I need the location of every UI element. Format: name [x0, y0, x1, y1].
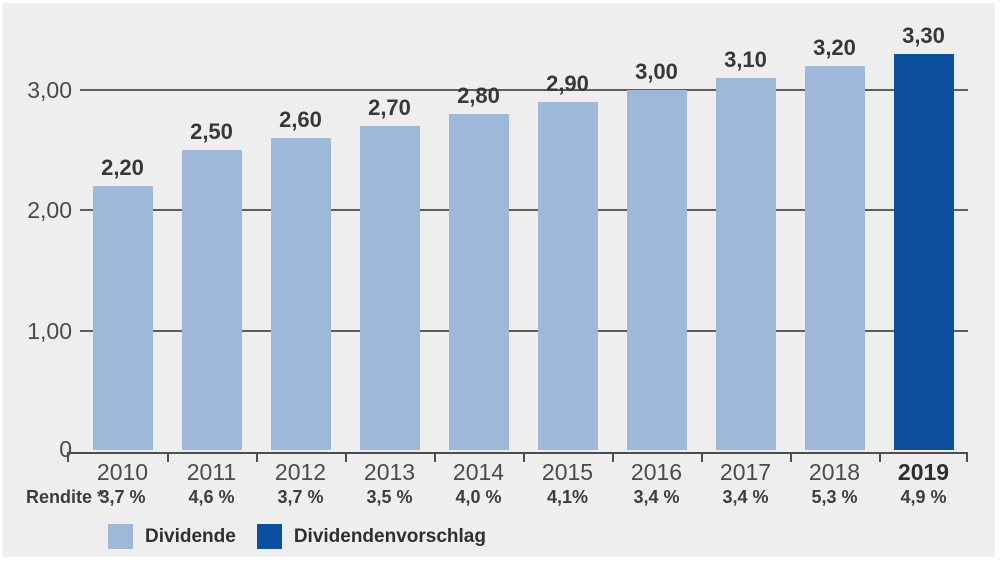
rendite-value-2016: 3,4 % — [633, 487, 680, 507]
x-axis-tick — [434, 452, 436, 462]
x-axis-label-2011: 2011 — [186, 459, 237, 485]
bar-2015 — [537, 101, 598, 450]
bar-value-label: 3,30 — [902, 22, 945, 48]
y-axis-tick-label: 3,00 — [27, 76, 72, 103]
bar-value-label: 2,70 — [368, 94, 411, 120]
x-axis-label-2016: 2016 — [630, 459, 683, 485]
x-axis-tick — [879, 452, 881, 462]
x-axis-label-2018: 2018 — [808, 459, 861, 485]
x-axis-tick — [167, 452, 169, 462]
x-axis-tick — [701, 452, 703, 462]
x-axis-label-2010: 2010 — [96, 459, 149, 485]
bar-2010 — [92, 186, 153, 450]
gridline-1,00 — [80, 329, 968, 332]
bar-value-label: 2,80 — [457, 82, 500, 108]
dividendenvorschlag-color-swatch — [256, 524, 282, 549]
rendite-value-2014: 4,0 % — [455, 487, 502, 507]
legend-item-dividende: Dividende — [108, 524, 236, 549]
rendite-value-2019: 4,9 % — [900, 487, 947, 507]
bar-2019 — [893, 53, 954, 450]
bar-2016 — [626, 89, 687, 450]
y-axis-tick-label: 2,00 — [27, 197, 72, 224]
y-axis-tick-label: 1,00 — [27, 317, 72, 344]
bar-2012 — [270, 137, 331, 450]
bar-2013 — [359, 125, 420, 450]
x-axis-label-2017: 2017 — [719, 459, 772, 485]
gridline-2,00 — [80, 209, 968, 212]
x-axis-tick — [256, 452, 258, 462]
x-axis-tick — [612, 452, 614, 462]
x-axis-tick — [67, 452, 69, 462]
rendite-value-2017: 3,4 % — [722, 487, 769, 507]
legend-label-dividende: Dividende — [145, 526, 236, 547]
rendite-value-2010: 3,7 % — [99, 487, 146, 507]
x-axis-label-2012: 2012 — [274, 459, 327, 485]
x-axis-tick — [345, 452, 347, 462]
legend: Dividende Dividendenvorschlag — [108, 524, 486, 549]
rendite-value-2011: 4,6 % — [188, 487, 235, 507]
x-axis-label-2013: 2013 — [363, 459, 416, 485]
x-axis-label-2015: 2015 — [541, 459, 594, 485]
x-axis-label-2014: 2014 — [452, 459, 505, 485]
gridline-3,00 — [80, 88, 968, 91]
rendite-value-2013: 3,5 % — [366, 487, 413, 507]
rendite-value-2015: 4,1% — [546, 487, 589, 507]
bar-2018 — [804, 65, 865, 450]
legend-label-dividendenvorschlag: Dividendenvorschlag — [293, 526, 486, 547]
x-axis-line — [67, 452, 968, 454]
bar-value-label: 2,50 — [190, 119, 233, 144]
bar-value-label: 2,60 — [279, 106, 322, 132]
legend-item-dividendenvorschlag: Dividendenvorschlag — [256, 524, 486, 549]
bar-2017 — [715, 77, 776, 450]
y-axis-tick-label: 0 — [59, 436, 72, 462]
bar-2011 — [181, 150, 242, 450]
rendite-row-label: Rendite * — [26, 487, 105, 507]
dividende-color-swatch — [108, 524, 133, 549]
bar-value-label: 3,00 — [635, 58, 678, 84]
x-axis-tick — [523, 452, 525, 462]
bar-value-label: 3,10 — [724, 46, 767, 72]
x-axis-tick — [790, 452, 792, 462]
bar-value-label: 3,20 — [813, 34, 856, 60]
bar-value-label: 2,20 — [101, 155, 144, 181]
rendite-value-2012: 3,7 % — [277, 487, 324, 507]
x-axis-label-2019: 2019 — [897, 459, 950, 485]
x-axis-tick — [966, 452, 968, 462]
rendite-value-2018: 5,3 % — [811, 487, 858, 507]
bar-2014 — [448, 113, 509, 450]
bar-value-label: 2,90 — [546, 70, 589, 96]
